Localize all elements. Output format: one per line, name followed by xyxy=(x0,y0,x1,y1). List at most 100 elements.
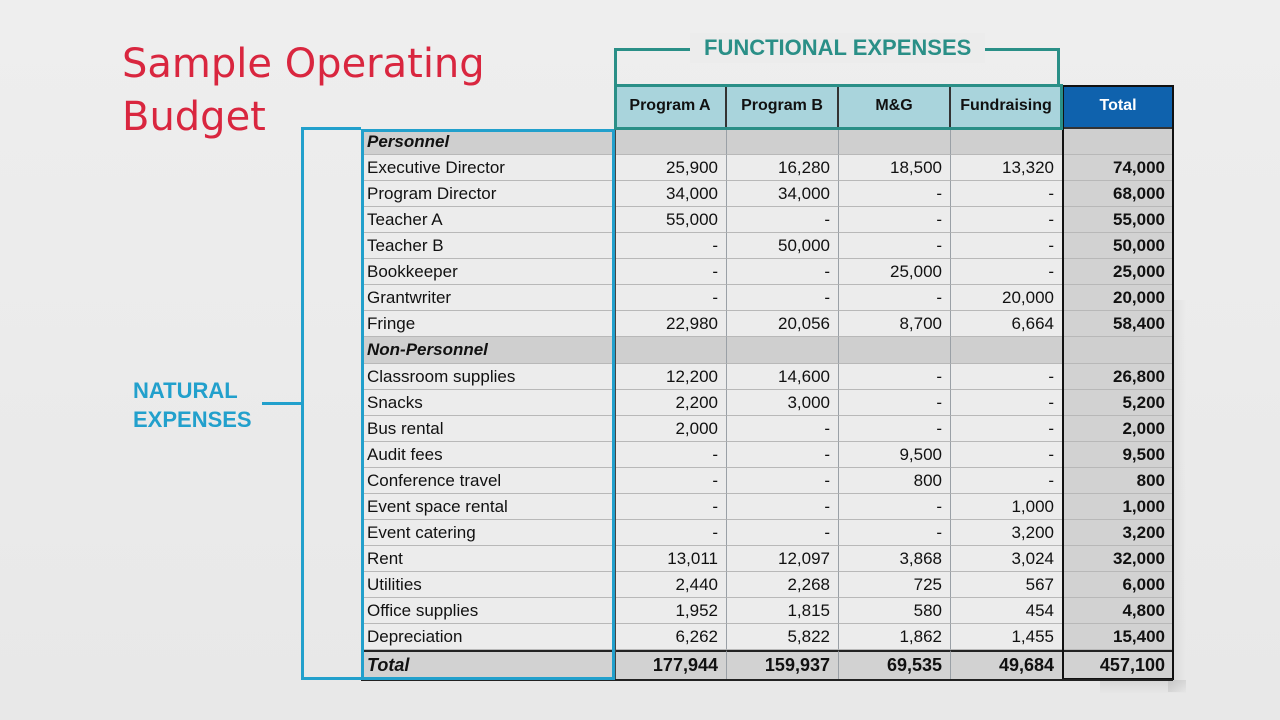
value-cell: - xyxy=(727,494,839,520)
table-header-row: Program A Program B M&G Fundraising Total xyxy=(361,85,1173,129)
value-cell: 18,500 xyxy=(839,155,951,181)
table-row: Event catering - - -3,200 3,200 xyxy=(361,520,1173,546)
value-cell: - xyxy=(839,364,951,390)
slide-title-line1: Sample Operating xyxy=(122,41,485,87)
value-cell: 12,200 xyxy=(615,364,727,390)
table-bottom-border xyxy=(361,679,1173,681)
value-cell: 34,000 xyxy=(727,181,839,207)
table-row: Teacher B -50,000- -50,000 xyxy=(361,233,1173,259)
column-header-5: Total xyxy=(1063,85,1173,129)
value-cell: 3,200 xyxy=(951,520,1063,546)
table-row: Utilities 2,440 2,268 725 567 6,000 xyxy=(361,572,1173,598)
functional-expenses-label: FUNCTIONAL EXPENSES xyxy=(690,33,986,63)
value-cell: - xyxy=(951,442,1063,468)
value-cell: 177,944 xyxy=(615,650,727,680)
row-total-cell: 5,200 xyxy=(1063,390,1173,416)
value-cell xyxy=(839,129,951,155)
value-cell: - xyxy=(951,416,1063,442)
value-cell: 16,280 xyxy=(727,155,839,181)
table-row: Executive Director 25,900 16,280 18,500 13,3… xyxy=(361,155,1173,181)
value-cell: - xyxy=(615,285,727,311)
value-cell: 3,024 xyxy=(951,546,1063,572)
value-cell: - xyxy=(615,494,727,520)
column-header-1: Program A xyxy=(615,85,727,129)
row-total-cell: 74,000 xyxy=(1063,155,1173,181)
column-header-2: Program B xyxy=(727,85,839,129)
value-cell: 2,200 xyxy=(615,390,727,416)
table-row: Teacher A 55,000- - -55,000 xyxy=(361,207,1173,233)
value-cell: 3,000 xyxy=(727,390,839,416)
value-cell: 49,684 xyxy=(951,650,1063,680)
value-cell: 69,535 xyxy=(839,650,951,680)
table-row: Depreciation 6,262 5,822 1,862 1,455 15,400 xyxy=(361,624,1173,650)
row-total-cell: 68,000 xyxy=(1063,181,1173,207)
value-cell: - xyxy=(951,181,1063,207)
row-label: Bookkeeper xyxy=(361,259,615,285)
value-cell: - xyxy=(951,233,1063,259)
value-cell: - xyxy=(727,285,839,311)
row-label: Bus rental xyxy=(361,416,615,442)
value-cell: - xyxy=(839,285,951,311)
row-label: Teacher A xyxy=(361,207,615,233)
value-cell: 25,000 xyxy=(839,259,951,285)
section-row: Personnel xyxy=(361,129,1173,155)
slide-title: Sample Operating Budget xyxy=(122,38,485,144)
row-total-cell: 55,000 xyxy=(1063,207,1173,233)
row-label: Program Director xyxy=(361,181,615,207)
value-cell: 1,862 xyxy=(839,624,951,650)
value-cell: 5,822 xyxy=(727,624,839,650)
row-total-cell xyxy=(1063,129,1173,155)
value-cell: 25,900 xyxy=(615,155,727,181)
value-cell: 725 xyxy=(839,572,951,598)
row-total-cell: 4,800 xyxy=(1063,598,1173,624)
value-cell: - xyxy=(839,494,951,520)
row-label: Office supplies xyxy=(361,598,615,624)
section-label: Non-Personnel xyxy=(361,337,615,364)
natural-expenses-label-line1: NATURAL xyxy=(133,378,238,403)
value-cell: - xyxy=(727,259,839,285)
value-cell: - xyxy=(615,259,727,285)
value-cell: 3,868 xyxy=(839,546,951,572)
value-cell: - xyxy=(951,390,1063,416)
budget-table: Program A Program B M&G Fundraising Total Per… xyxy=(361,85,1173,680)
table-row: Rent 13,011 12,097 3,868 3,024 32,000 xyxy=(361,546,1173,572)
value-cell: - xyxy=(615,468,727,494)
value-cell xyxy=(951,337,1063,364)
value-cell: 13,320 xyxy=(951,155,1063,181)
value-cell: 1,952 xyxy=(615,598,727,624)
value-cell: 50,000 xyxy=(727,233,839,259)
value-cell: - xyxy=(951,259,1063,285)
row-label: Executive Director xyxy=(361,155,615,181)
value-cell: - xyxy=(839,207,951,233)
value-cell: 2,000 xyxy=(615,416,727,442)
value-cell: 159,937 xyxy=(727,650,839,680)
value-cell: - xyxy=(951,207,1063,233)
value-cell: 34,000 xyxy=(615,181,727,207)
value-cell xyxy=(839,337,951,364)
section-row: Non-Personnel xyxy=(361,337,1173,364)
value-cell: 14,600 xyxy=(727,364,839,390)
value-cell: - xyxy=(839,520,951,546)
row-total-cell: 50,000 xyxy=(1063,233,1173,259)
value-cell: - xyxy=(839,390,951,416)
row-label: Snacks xyxy=(361,390,615,416)
value-cell xyxy=(615,337,727,364)
row-label: Audit fees xyxy=(361,442,615,468)
row-label: Rent xyxy=(361,546,615,572)
value-cell: 22,980 xyxy=(615,311,727,337)
value-cell: - xyxy=(727,416,839,442)
value-cell: 2,440 xyxy=(615,572,727,598)
value-cell: 800 xyxy=(839,468,951,494)
table-row: Program Director 34,000 34,000- -68,000 xyxy=(361,181,1173,207)
value-cell: - xyxy=(839,416,951,442)
value-cell: - xyxy=(727,468,839,494)
value-cell: 55,000 xyxy=(615,207,727,233)
value-cell: 1,000 xyxy=(951,494,1063,520)
row-total-cell xyxy=(1063,337,1173,364)
row-label: Event space rental xyxy=(361,494,615,520)
value-cell: - xyxy=(615,233,727,259)
slide-title-line2: Budget xyxy=(122,94,266,140)
value-cell: 454 xyxy=(951,598,1063,624)
value-cell: - xyxy=(951,364,1063,390)
value-cell: - xyxy=(839,181,951,207)
